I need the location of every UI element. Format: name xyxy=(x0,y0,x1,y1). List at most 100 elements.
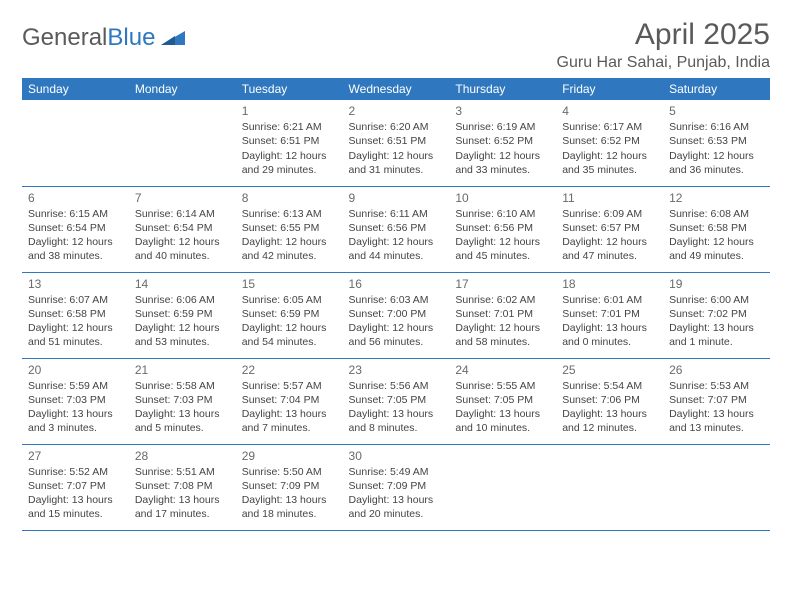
sunset-text: Sunset: 6:59 PM xyxy=(135,307,230,321)
calendar-week-row: 1Sunrise: 6:21 AMSunset: 6:51 PMDaylight… xyxy=(22,100,770,186)
sunset-text: Sunset: 7:05 PM xyxy=(455,393,550,407)
dayl2-text: and 20 minutes. xyxy=(349,507,444,521)
calendar-week-row: 20Sunrise: 5:59 AMSunset: 7:03 PMDayligh… xyxy=(22,358,770,444)
dayl2-text: and 0 minutes. xyxy=(562,335,657,349)
sunrise-text: Sunrise: 6:02 AM xyxy=(455,293,550,307)
day-number: 17 xyxy=(455,276,550,292)
calendar-day-cell: 16Sunrise: 6:03 AMSunset: 7:00 PMDayligh… xyxy=(343,272,450,358)
month-title: April 2025 xyxy=(557,18,770,52)
dayl2-text: and 40 minutes. xyxy=(135,249,230,263)
dayl2-text: and 3 minutes. xyxy=(28,421,123,435)
calendar-day-cell: 6Sunrise: 6:15 AMSunset: 6:54 PMDaylight… xyxy=(22,186,129,272)
dayl1-text: Daylight: 12 hours xyxy=(455,321,550,335)
sunset-text: Sunset: 7:07 PM xyxy=(669,393,764,407)
dayl1-text: Daylight: 12 hours xyxy=(562,235,657,249)
sunrise-text: Sunrise: 6:07 AM xyxy=(28,293,123,307)
day-number: 16 xyxy=(349,276,444,292)
day-number: 7 xyxy=(135,190,230,206)
weekday-header: Thursday xyxy=(449,78,556,100)
weekday-header: Tuesday xyxy=(236,78,343,100)
weekday-header: Monday xyxy=(129,78,236,100)
dayl1-text: Daylight: 12 hours xyxy=(135,235,230,249)
day-number: 25 xyxy=(562,362,657,378)
sunrise-text: Sunrise: 6:03 AM xyxy=(349,293,444,307)
calendar-day-cell: 15Sunrise: 6:05 AMSunset: 6:59 PMDayligh… xyxy=(236,272,343,358)
dayl2-text: and 10 minutes. xyxy=(455,421,550,435)
dayl1-text: Daylight: 13 hours xyxy=(669,321,764,335)
sunrise-text: Sunrise: 6:15 AM xyxy=(28,207,123,221)
dayl2-text: and 56 minutes. xyxy=(349,335,444,349)
calendar-day-cell: 12Sunrise: 6:08 AMSunset: 6:58 PMDayligh… xyxy=(663,186,770,272)
sunset-text: Sunset: 6:52 PM xyxy=(562,134,657,148)
calendar-day-cell: 2Sunrise: 6:20 AMSunset: 6:51 PMDaylight… xyxy=(343,100,450,186)
calendar-day-cell: 3Sunrise: 6:19 AMSunset: 6:52 PMDaylight… xyxy=(449,100,556,186)
dayl1-text: Daylight: 12 hours xyxy=(349,321,444,335)
day-number: 8 xyxy=(242,190,337,206)
dayl2-text: and 35 minutes. xyxy=(562,163,657,177)
sunrise-text: Sunrise: 6:09 AM xyxy=(562,207,657,221)
sunrise-text: Sunrise: 5:57 AM xyxy=(242,379,337,393)
day-number: 1 xyxy=(242,103,337,119)
brand-part2: Blue xyxy=(107,24,155,52)
dayl1-text: Daylight: 12 hours xyxy=(562,149,657,163)
calendar-week-row: 27Sunrise: 5:52 AMSunset: 7:07 PMDayligh… xyxy=(22,444,770,530)
calendar-table: SundayMondayTuesdayWednesdayThursdayFrid… xyxy=(22,78,770,531)
sunset-text: Sunset: 6:55 PM xyxy=(242,221,337,235)
dayl1-text: Daylight: 13 hours xyxy=(28,493,123,507)
sunset-text: Sunset: 7:03 PM xyxy=(28,393,123,407)
calendar-day-cell: 21Sunrise: 5:58 AMSunset: 7:03 PMDayligh… xyxy=(129,358,236,444)
sunset-text: Sunset: 6:54 PM xyxy=(28,221,123,235)
calendar-day-cell: 17Sunrise: 6:02 AMSunset: 7:01 PMDayligh… xyxy=(449,272,556,358)
sunrise-text: Sunrise: 5:49 AM xyxy=(349,465,444,479)
sunset-text: Sunset: 6:51 PM xyxy=(349,134,444,148)
weekday-header: Saturday xyxy=(663,78,770,100)
calendar-day-cell xyxy=(129,100,236,186)
sunset-text: Sunset: 7:01 PM xyxy=(455,307,550,321)
day-number: 2 xyxy=(349,103,444,119)
dayl1-text: Daylight: 12 hours xyxy=(28,321,123,335)
sunrise-text: Sunrise: 5:58 AM xyxy=(135,379,230,393)
dayl2-text: and 49 minutes. xyxy=(669,249,764,263)
dayl2-text: and 7 minutes. xyxy=(242,421,337,435)
sunset-text: Sunset: 6:54 PM xyxy=(135,221,230,235)
sunset-text: Sunset: 7:06 PM xyxy=(562,393,657,407)
calendar-day-cell: 11Sunrise: 6:09 AMSunset: 6:57 PMDayligh… xyxy=(556,186,663,272)
dayl1-text: Daylight: 13 hours xyxy=(349,407,444,421)
calendar-day-cell: 22Sunrise: 5:57 AMSunset: 7:04 PMDayligh… xyxy=(236,358,343,444)
day-number: 29 xyxy=(242,448,337,464)
calendar-week-row: 6Sunrise: 6:15 AMSunset: 6:54 PMDaylight… xyxy=(22,186,770,272)
dayl2-text: and 5 minutes. xyxy=(135,421,230,435)
sunrise-text: Sunrise: 5:51 AM xyxy=(135,465,230,479)
calendar-day-cell: 18Sunrise: 6:01 AMSunset: 7:01 PMDayligh… xyxy=(556,272,663,358)
calendar-day-cell: 23Sunrise: 5:56 AMSunset: 7:05 PMDayligh… xyxy=(343,358,450,444)
calendar-day-cell: 1Sunrise: 6:21 AMSunset: 6:51 PMDaylight… xyxy=(236,100,343,186)
calendar-day-cell: 20Sunrise: 5:59 AMSunset: 7:03 PMDayligh… xyxy=(22,358,129,444)
header: GeneralBlue April 2025 Guru Har Sahai, P… xyxy=(22,18,770,72)
brand-logo: GeneralBlue xyxy=(22,18,187,52)
dayl1-text: Daylight: 12 hours xyxy=(242,149,337,163)
day-number: 14 xyxy=(135,276,230,292)
calendar-day-cell: 30Sunrise: 5:49 AMSunset: 7:09 PMDayligh… xyxy=(343,444,450,530)
sunrise-text: Sunrise: 6:16 AM xyxy=(669,120,764,134)
calendar-day-cell: 29Sunrise: 5:50 AMSunset: 7:09 PMDayligh… xyxy=(236,444,343,530)
calendar-day-cell: 26Sunrise: 5:53 AMSunset: 7:07 PMDayligh… xyxy=(663,358,770,444)
calendar-week-row: 13Sunrise: 6:07 AMSunset: 6:58 PMDayligh… xyxy=(22,272,770,358)
dayl1-text: Daylight: 13 hours xyxy=(135,407,230,421)
weekday-header: Wednesday xyxy=(343,78,450,100)
dayl2-text: and 36 minutes. xyxy=(669,163,764,177)
sunrise-text: Sunrise: 6:17 AM xyxy=(562,120,657,134)
calendar-day-cell: 25Sunrise: 5:54 AMSunset: 7:06 PMDayligh… xyxy=(556,358,663,444)
dayl2-text: and 18 minutes. xyxy=(242,507,337,521)
day-number: 24 xyxy=(455,362,550,378)
sunset-text: Sunset: 6:58 PM xyxy=(28,307,123,321)
dayl1-text: Daylight: 12 hours xyxy=(669,235,764,249)
sunrise-text: Sunrise: 6:10 AM xyxy=(455,207,550,221)
day-number: 19 xyxy=(669,276,764,292)
sunrise-text: Sunrise: 6:19 AM xyxy=(455,120,550,134)
dayl1-text: Daylight: 12 hours xyxy=(28,235,123,249)
sunset-text: Sunset: 7:09 PM xyxy=(349,479,444,493)
sunrise-text: Sunrise: 6:01 AM xyxy=(562,293,657,307)
sunrise-text: Sunrise: 6:11 AM xyxy=(349,207,444,221)
dayl2-text: and 13 minutes. xyxy=(669,421,764,435)
day-number: 6 xyxy=(28,190,123,206)
